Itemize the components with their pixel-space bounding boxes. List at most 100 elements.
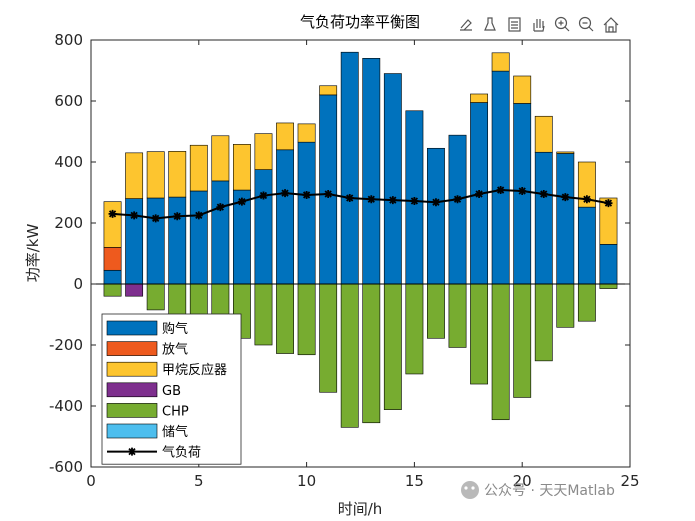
watermark-text: 公众号 · 天天Matlab xyxy=(484,483,615,499)
bar-CHP-23 xyxy=(577,283,596,322)
bar-购气-8 xyxy=(254,169,273,285)
load-marker-11 xyxy=(324,190,333,199)
load-marker-3 xyxy=(151,214,160,223)
bar-CHP-10 xyxy=(297,283,316,356)
load-marker-8 xyxy=(259,191,268,200)
plot-area: 0 5 10 15 20 25 -600 -400 -200 0 200 400 600 800 购气放气甲… xyxy=(49,31,640,490)
bar-CHP-24 xyxy=(599,283,618,289)
bar-购气-19 xyxy=(491,70,510,285)
home-icon[interactable] xyxy=(603,17,619,33)
bar-甲烷反应器-4 xyxy=(168,151,187,198)
bar-CHP-22 xyxy=(556,283,575,328)
load-marker-22 xyxy=(561,193,570,202)
bar-CHP-12 xyxy=(340,283,359,428)
chart-title: 气负荷功率平衡图 xyxy=(300,13,420,31)
load-marker-9 xyxy=(281,189,290,198)
x-tick-label: 25 xyxy=(620,472,639,490)
bar-甲烷反应器-20 xyxy=(513,75,532,104)
bar-购气-9 xyxy=(276,149,294,285)
bar-购气-13 xyxy=(362,57,381,285)
bar-甲烷反应器-5 xyxy=(189,144,208,192)
y-tick-label: 400 xyxy=(54,153,83,171)
bar-CHP-14 xyxy=(383,283,402,410)
y-tick-label: 200 xyxy=(54,214,83,232)
load-marker-21 xyxy=(539,190,548,199)
legend-label-储气: 储气 xyxy=(162,424,188,440)
load-marker-18 xyxy=(475,190,484,199)
bar-甲烷反应器-18 xyxy=(470,93,489,103)
legend-line-marker xyxy=(128,447,136,456)
zoom-in-icon[interactable] xyxy=(554,16,570,32)
legend-label-购气: 购气 xyxy=(162,321,188,337)
y-tick-label: 800 xyxy=(54,31,83,49)
legend-swatch-CHP xyxy=(106,403,158,418)
bar-CHP-17 xyxy=(448,283,467,348)
x-tick-label: 20 xyxy=(513,472,532,490)
bar-甲烷反应器-11 xyxy=(319,85,338,96)
bar-CHP-3 xyxy=(146,283,165,311)
data-tip-icon[interactable] xyxy=(484,17,496,31)
save-icon[interactable] xyxy=(508,17,521,32)
x-tick-label: 10 xyxy=(297,472,316,490)
load-marker-10 xyxy=(302,190,311,199)
load-marker-15 xyxy=(410,197,419,206)
load-marker-1 xyxy=(108,209,117,218)
bar-购气-23 xyxy=(577,206,596,285)
load-marker-2 xyxy=(130,211,139,220)
legend-label-气负荷: 气负荷 xyxy=(162,445,201,461)
zoom-out-icon[interactable] xyxy=(578,16,594,32)
figure-toolbar xyxy=(460,16,619,33)
bar-甲烷反应器-3 xyxy=(146,151,165,199)
load-marker-23 xyxy=(582,195,591,204)
y-tick-label: 600 xyxy=(54,92,83,110)
bar-甲烷反应器-23 xyxy=(577,161,596,208)
bar-购气-5 xyxy=(189,190,208,285)
legend-swatch-购气 xyxy=(106,320,158,336)
bar-甲烷反应器-19 xyxy=(491,52,510,72)
bar-甲烷反应器-8 xyxy=(254,133,273,170)
bar-购气-24 xyxy=(599,244,618,285)
bar-购气-22 xyxy=(556,153,575,285)
bar-甲烷反应器-2 xyxy=(125,152,144,199)
bar-购气-6 xyxy=(211,180,230,285)
bar-购气-11 xyxy=(319,94,338,285)
load-marker-20 xyxy=(518,186,527,195)
bar-CHP-4 xyxy=(168,283,187,315)
load-marker-14 xyxy=(388,196,397,205)
bar-购气-3 xyxy=(146,197,165,285)
brush-icon[interactable] xyxy=(460,19,472,31)
legend-swatch-甲烷反应器 xyxy=(106,361,158,377)
bar-CHP-9 xyxy=(276,283,294,354)
bar-购气-17 xyxy=(448,134,467,285)
y-tick-label: -200 xyxy=(49,336,83,354)
load-marker-12 xyxy=(345,193,354,202)
x-tick-label: 0 xyxy=(86,472,96,490)
load-marker-6 xyxy=(216,203,225,212)
wechat-icon xyxy=(461,481,479,499)
bar-购气-16 xyxy=(427,147,445,285)
bar-CHP-13 xyxy=(362,283,381,424)
bar-GB-2 xyxy=(125,283,144,297)
load-marker-16 xyxy=(431,198,440,207)
load-marker-5 xyxy=(194,211,203,220)
bar-甲烷反应器-7 xyxy=(232,144,251,191)
bar-CHP-18 xyxy=(470,283,489,385)
legend-label-甲烷反应器: 甲烷反应器 xyxy=(162,362,227,378)
y-tick-label: -600 xyxy=(49,458,83,476)
bar-购气-1 xyxy=(103,269,122,285)
x-tick-label: 5 xyxy=(194,472,204,490)
bar-CHP-21 xyxy=(534,283,553,362)
bar-CHP-1 xyxy=(103,283,122,297)
bar-购气-10 xyxy=(297,141,316,285)
axes-frame xyxy=(90,39,631,468)
bar-CHP-8 xyxy=(254,283,273,346)
pan-icon[interactable] xyxy=(533,19,545,32)
load-marker-24 xyxy=(604,199,613,208)
bar-CHP-16 xyxy=(427,283,445,339)
legend-label-CHP: CHP xyxy=(162,404,189,419)
y-axis-label: 功率/kW xyxy=(24,224,42,283)
legend-label-放气: 放气 xyxy=(162,342,188,358)
bar-购气-14 xyxy=(383,73,402,285)
bar-CHP-19 xyxy=(491,283,510,421)
